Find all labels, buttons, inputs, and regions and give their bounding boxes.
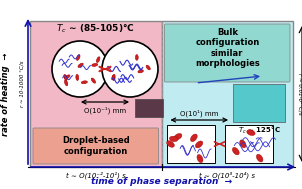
Ellipse shape: [247, 130, 255, 136]
Ellipse shape: [65, 75, 70, 79]
Ellipse shape: [240, 140, 246, 148]
Bar: [162, 21, 293, 167]
Ellipse shape: [112, 74, 115, 80]
Text: r ∼ 10-1000 °C/s: r ∼ 10-1000 °C/s: [20, 61, 24, 107]
Ellipse shape: [76, 74, 79, 81]
Ellipse shape: [167, 141, 174, 147]
Text: $T_c$ ∼ 125°C: $T_c$ ∼ 125°C: [238, 125, 280, 136]
Ellipse shape: [64, 74, 67, 80]
Ellipse shape: [138, 70, 143, 73]
Circle shape: [102, 41, 158, 97]
Text: O(10¹) mm: O(10¹) mm: [180, 109, 218, 117]
Ellipse shape: [81, 81, 87, 84]
FancyBboxPatch shape: [33, 128, 159, 164]
Ellipse shape: [174, 133, 182, 140]
Text: t ∼ O(10⁻²-10¹) s: t ∼ O(10⁻²-10¹) s: [66, 171, 126, 179]
Ellipse shape: [197, 154, 203, 163]
Ellipse shape: [78, 63, 83, 67]
Text: $T_c$ ∼ (85-105)°C: $T_c$ ∼ (85-105)°C: [56, 23, 135, 35]
Text: t ∼ O(10³-10⁴) s: t ∼ O(10³-10⁴) s: [199, 171, 255, 179]
Ellipse shape: [169, 136, 178, 142]
Ellipse shape: [191, 134, 197, 142]
Ellipse shape: [65, 80, 68, 86]
Ellipse shape: [112, 75, 115, 81]
Bar: [30, 21, 162, 167]
Text: O(10⁻¹) mm: O(10⁻¹) mm: [84, 106, 126, 114]
Bar: [224, 125, 272, 163]
Bar: [135, 99, 163, 117]
Ellipse shape: [92, 64, 98, 66]
Circle shape: [52, 41, 108, 97]
Ellipse shape: [76, 55, 80, 60]
Ellipse shape: [96, 57, 100, 63]
Ellipse shape: [135, 55, 138, 60]
Ellipse shape: [256, 154, 263, 162]
Ellipse shape: [232, 147, 239, 155]
Ellipse shape: [91, 78, 95, 83]
Text: rate of heating  →: rate of heating →: [2, 52, 11, 136]
Text: Droplet-based
configuration: Droplet-based configuration: [62, 136, 130, 156]
FancyBboxPatch shape: [165, 24, 290, 82]
Text: r ∼ 0.01-0²°C/s: r ∼ 0.01-0²°C/s: [297, 73, 302, 115]
Ellipse shape: [195, 141, 203, 148]
Bar: [233, 84, 285, 122]
Text: Bulk
configuration
similar
morphologies: Bulk configuration similar morphologies: [195, 28, 260, 68]
Text: time of phase separation  →: time of phase separation →: [91, 177, 232, 185]
Bar: [166, 125, 214, 163]
Ellipse shape: [146, 65, 150, 70]
